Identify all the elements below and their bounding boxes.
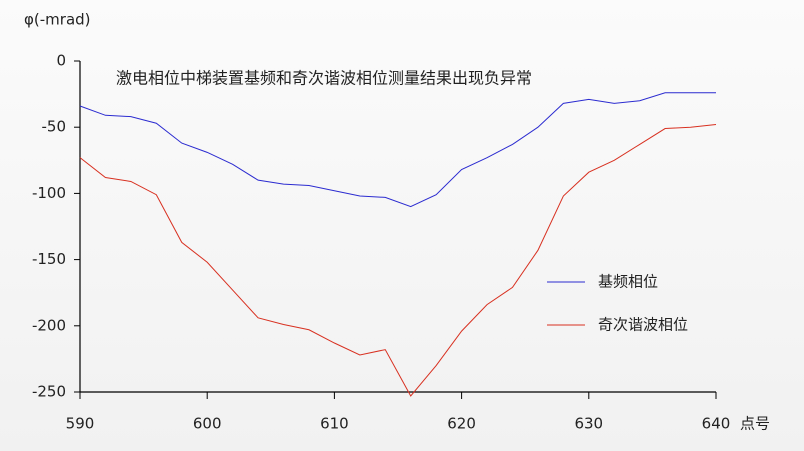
x-tick-label: 640 (702, 415, 731, 433)
x-tick-label: 620 (447, 415, 476, 433)
y-tick-label: -100 (32, 184, 66, 202)
series-line (79, 124, 717, 397)
legend-label: 基频相位 (598, 273, 658, 291)
y-tick-label: -200 (32, 316, 66, 334)
x-tick-label: 590 (66, 415, 95, 433)
legend-label: 奇次谐波相位 (598, 316, 688, 334)
y-axis-label: φ(-mrad) (24, 11, 91, 29)
x-tick-label: 610 (320, 415, 349, 433)
y-tick-label: 0 (56, 52, 66, 70)
series-line (79, 92, 716, 208)
y-tick-label: -250 (32, 383, 66, 401)
x-axis-label: 点号 (740, 415, 770, 433)
y-tick-label: -50 (42, 118, 67, 136)
y-tick-label: -150 (32, 250, 66, 268)
x-tick-label: 600 (193, 415, 222, 433)
x-tick-label: 630 (574, 415, 603, 433)
chart-title: 激电相位中梯装置基频和奇次谐波相位测量结果出现负异常 (116, 69, 532, 88)
